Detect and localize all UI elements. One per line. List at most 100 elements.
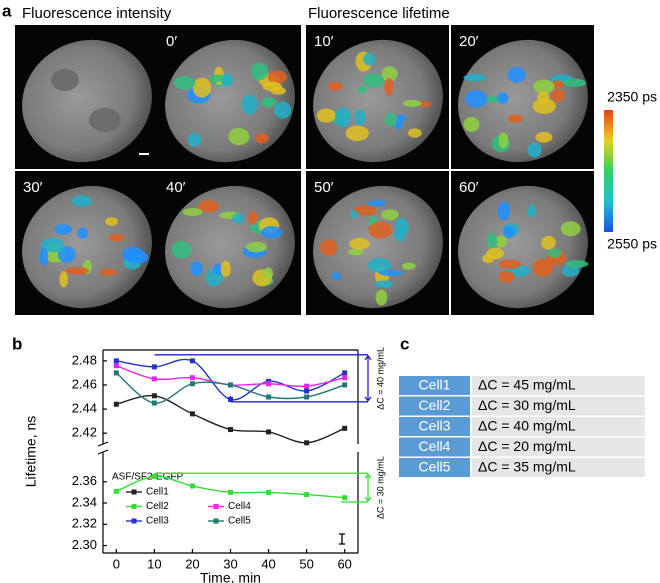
speckle [316, 108, 336, 123]
speckle [507, 67, 526, 83]
series-marker [304, 383, 310, 389]
y-tick-label: 2.30 [72, 537, 97, 552]
x-tick-label: 30 [223, 556, 237, 571]
speckle [394, 226, 406, 242]
series-marker [304, 492, 310, 498]
image-panel: 30′ [15, 171, 158, 315]
bracket-arrow [364, 354, 372, 402]
cell [22, 185, 152, 309]
speckle [384, 77, 394, 96]
speckle [503, 225, 515, 239]
legend-swatch [131, 504, 137, 509]
x-tick-label: 40 [261, 556, 275, 571]
speckle [533, 79, 555, 94]
y-tick-label: 2.36 [72, 473, 97, 488]
legend-label: Cell3 [146, 516, 169, 527]
speckle [197, 200, 219, 213]
series-marker [342, 375, 348, 381]
image-panel: 60′ [451, 171, 594, 315]
table-text: ΔC = 40 mg/mL [478, 418, 576, 434]
speckle [105, 217, 119, 226]
y-tick-label: 2.44 [72, 400, 97, 415]
speckle [261, 225, 283, 239]
frame-label: 30′ [23, 179, 43, 196]
speckle [375, 280, 393, 288]
speckle [562, 78, 587, 87]
table-text: ΔC = 20 mg/mL [478, 438, 576, 454]
table-cell [399, 376, 470, 395]
speckle [57, 246, 76, 263]
series-marker [228, 427, 233, 433]
series-marker [189, 375, 195, 381]
speckle [274, 101, 292, 119]
series-marker [342, 495, 348, 501]
speckle [378, 269, 403, 277]
speckle [564, 260, 589, 268]
speckle [363, 73, 385, 88]
table-text: ΔC = 30 mg/mL [478, 397, 576, 413]
speckle [262, 81, 282, 92]
nucleolus [51, 69, 79, 91]
speckle [535, 131, 553, 143]
speckle [463, 116, 480, 132]
series-marker [189, 358, 195, 364]
speckle [381, 66, 398, 82]
speckle [497, 92, 509, 104]
series-marker [113, 370, 119, 376]
series-marker [189, 381, 195, 387]
legend-swatch [131, 489, 137, 495]
panel-label: a [2, 1, 12, 20]
speckle [187, 132, 202, 147]
x-tick-label: 20 [185, 556, 199, 571]
table-cell [399, 417, 470, 436]
image-panel: 0′ [158, 25, 301, 169]
speckle [248, 211, 258, 225]
table-cell [399, 396, 470, 416]
speckle [250, 62, 269, 81]
speckle [192, 77, 212, 98]
nucleolus [89, 108, 121, 132]
series-marker [113, 363, 119, 369]
speckle [232, 213, 244, 224]
speckle [345, 125, 369, 142]
legend-label: Cell4 [228, 501, 251, 512]
speckle [384, 112, 397, 127]
speckle [401, 262, 416, 270]
legend-swatch [131, 518, 137, 524]
cell [22, 39, 152, 163]
y-tick-label: 2.34 [72, 494, 97, 509]
speckle [173, 76, 196, 90]
speckle [255, 133, 269, 144]
speckle [40, 237, 65, 253]
x-axis-title: Time, min [200, 570, 261, 583]
speckle [267, 70, 288, 85]
image-panel: 50′ [306, 171, 449, 315]
series-marker [266, 394, 272, 400]
speckle [354, 109, 366, 126]
speckle [182, 208, 203, 217]
series-marker [113, 488, 119, 494]
legend-label: Cell5 [228, 516, 251, 527]
frame-label: 0′ [166, 33, 177, 50]
speckle [357, 86, 367, 94]
speckle [54, 224, 73, 235]
annotation-label: ΔC = 30 mg/mL [375, 456, 385, 519]
speckle [59, 271, 69, 288]
legend-swatch [213, 504, 219, 509]
error-bar-glyph [339, 533, 345, 545]
speckle [368, 221, 392, 239]
series-marker [266, 489, 272, 495]
table-cell [472, 376, 645, 395]
series-marker [151, 400, 157, 406]
y-tick-label: 2.32 [72, 516, 97, 531]
frame-label: 50′ [314, 179, 334, 196]
speckle [482, 253, 495, 264]
panel-label: c [400, 334, 409, 353]
speckle [260, 97, 277, 108]
y-tick-label: 2.46 [72, 376, 97, 391]
x-tick-label: 60 [337, 556, 351, 571]
speckle [65, 267, 90, 275]
speckle [498, 259, 522, 269]
speckle [537, 91, 550, 104]
